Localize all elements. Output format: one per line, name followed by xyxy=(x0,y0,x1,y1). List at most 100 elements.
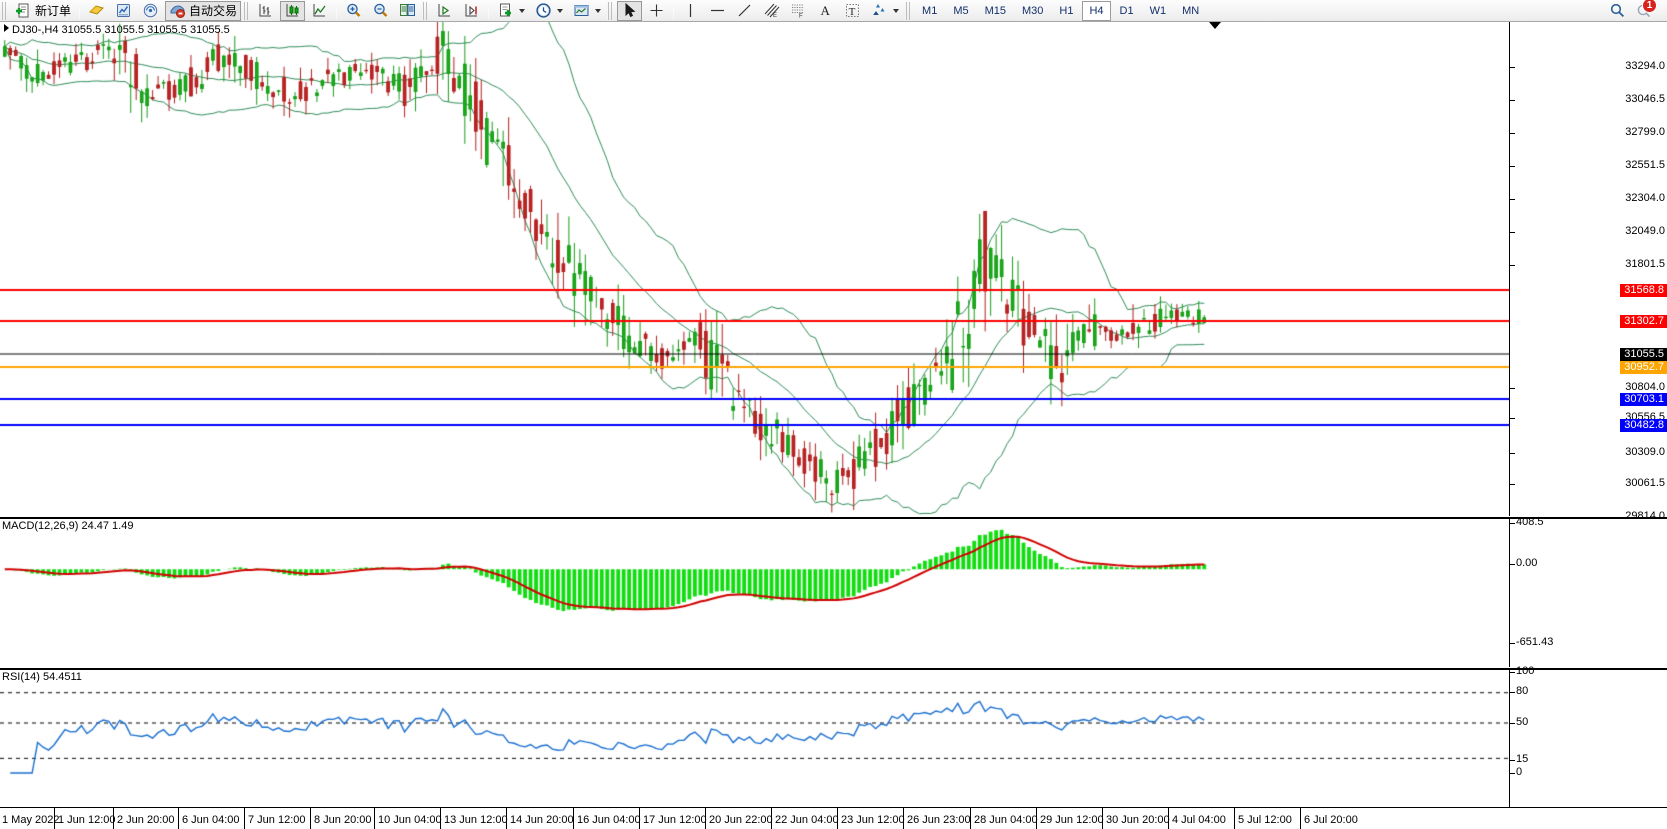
fibonacci-icon: F xyxy=(790,2,807,19)
timeframe-m15[interactable]: M15 xyxy=(984,4,1006,17)
price-label-resistance-1[interactable]: 31568.8 xyxy=(1620,284,1667,297)
shapes-button[interactable] xyxy=(867,1,903,21)
time-tick-label: 6 Jul 20:00 xyxy=(1304,814,1358,826)
panel-separator-macd[interactable] xyxy=(0,517,1667,519)
crosshair-icon xyxy=(648,2,665,19)
horizontal-line-button[interactable] xyxy=(705,1,730,21)
timeframe-w1[interactable]: W1 xyxy=(1149,4,1167,17)
add-indicator-button[interactable] xyxy=(493,1,529,21)
timeframe-h1[interactable]: H1 xyxy=(1059,4,1074,17)
macd-axis[interactable]: 408.5 0.00 -651.43 xyxy=(1509,517,1667,667)
zoom-out-button[interactable] xyxy=(368,1,393,21)
chart-collapse-icon[interactable] xyxy=(4,24,9,32)
toolbar-separator-2 xyxy=(336,2,338,19)
text-button[interactable]: A xyxy=(813,1,838,21)
price-tick-label: 32049.0 xyxy=(1625,225,1665,237)
equidistant-channel-button[interactable]: E xyxy=(759,1,784,21)
line-chart-button[interactable] xyxy=(307,1,332,21)
rsi-tick xyxy=(1510,760,1515,761)
time-axis[interactable]: 1 May 2022 1 Jun 12:00 2 Jun 20:00 6 Jun 04… xyxy=(0,807,1667,829)
timeframe-d1[interactable]: D1 xyxy=(1119,4,1134,17)
rsi-panel[interactable] xyxy=(0,670,1509,807)
market-watch-button[interactable] xyxy=(111,1,136,21)
signals-button[interactable] xyxy=(138,1,163,21)
add-indicator-caret-icon[interactable] xyxy=(519,8,526,13)
time-tick xyxy=(837,808,838,829)
timeframe-m5[interactable]: M5 xyxy=(953,4,969,17)
text-label-icon: T xyxy=(844,2,861,19)
macd-tick-label: 0.00 xyxy=(1516,557,1538,569)
price-label-pivot[interactable]: 30952.7 xyxy=(1620,361,1667,374)
fibonacci-button[interactable]: F xyxy=(786,1,811,21)
zoom-in-button[interactable] xyxy=(341,1,366,21)
toolbar-grip-drawing[interactable] xyxy=(607,1,615,20)
time-tick-label: 29 Jun 12:00 xyxy=(1040,814,1104,826)
panel-separator-rsi[interactable] xyxy=(0,668,1667,670)
templates-button[interactable] xyxy=(569,1,605,21)
equidistant-channel-icon: E xyxy=(763,2,780,19)
toolbar-separator-4 xyxy=(673,2,675,19)
toolbar-grip-charts[interactable] xyxy=(243,1,251,20)
search-button[interactable] xyxy=(1605,1,1630,21)
rsi-title: RSI(14) 54.4511 xyxy=(2,671,82,683)
alerts-icon: 1 xyxy=(1636,0,1657,19)
rsi-tick-label: 50 xyxy=(1516,716,1529,728)
macd-panel[interactable] xyxy=(0,519,1509,667)
price-panel[interactable] xyxy=(0,22,1509,516)
auto-scroll-button[interactable] xyxy=(459,1,484,21)
bar-chart-button[interactable] xyxy=(253,1,278,21)
time-tick-label: 5 Jul 12:00 xyxy=(1238,814,1292,826)
shapes-icon xyxy=(871,2,888,19)
price-label-last-price[interactable]: 31055.5 xyxy=(1620,348,1667,361)
timeframe-m1[interactable]: M1 xyxy=(922,4,938,17)
chart-symbol-ohlc: DJ30-,H4 31055.5 31055.5 31055.5 31055.5 xyxy=(12,24,230,36)
timeframe-mn[interactable]: MN xyxy=(1182,4,1200,17)
toolbar-grip-tools[interactable] xyxy=(422,1,430,20)
rsi-chart-canvas[interactable] xyxy=(0,670,1509,807)
time-tick xyxy=(1300,808,1301,829)
templates-caret-icon[interactable] xyxy=(595,8,602,13)
price-label-resistance-2[interactable]: 31302.7 xyxy=(1620,315,1667,328)
shapes-caret-icon[interactable] xyxy=(893,8,900,13)
auto-trading-button[interactable]: 自动交易 xyxy=(165,0,242,21)
cursor-button[interactable] xyxy=(617,0,643,21)
toolbar-right-group: 1 xyxy=(1604,0,1667,21)
price-label-support-2[interactable]: 30482.8 xyxy=(1620,419,1667,432)
chart-window[interactable]: DJ30-,H4 31055.5 31055.5 31055.5 31055.5… xyxy=(0,22,1667,829)
time-tick xyxy=(440,808,441,829)
line-chart-icon xyxy=(311,2,328,19)
text-label-button[interactable]: T xyxy=(840,1,865,21)
macd-chart-canvas[interactable] xyxy=(0,519,1509,667)
timeframe-group: M1 M5 M15 M30 H1 H4 D1 W1 MN xyxy=(914,0,1207,21)
price-tick-label: 32551.5 xyxy=(1625,159,1665,171)
horizontal-line-icon xyxy=(709,2,726,19)
macd-tick xyxy=(1510,564,1515,565)
price-tick-label: 30309.0 xyxy=(1625,446,1665,458)
timeframe-m30[interactable]: M30 xyxy=(1022,4,1044,17)
time-tick xyxy=(705,808,706,829)
price-axis[interactable]: 33294.0 33046.5 32799.0 32551.5 32304.0 32049… xyxy=(1509,22,1667,545)
period-caret-icon[interactable] xyxy=(557,8,564,13)
price-tick xyxy=(1510,166,1515,167)
rsi-tick xyxy=(1510,692,1515,693)
period-button[interactable] xyxy=(531,1,567,21)
price-chart-canvas[interactable] xyxy=(0,22,1509,516)
price-label-support-1[interactable]: 30703.1 xyxy=(1620,393,1667,406)
rsi-axis[interactable]: 100 80 50 15 0 xyxy=(1509,666,1667,807)
timeframe-h4[interactable]: H4 xyxy=(1082,0,1111,21)
rsi-tick-label: 15 xyxy=(1516,753,1529,765)
toolbar-grip-periods[interactable] xyxy=(905,1,913,20)
vertical-line-button[interactable] xyxy=(678,1,703,21)
toolbar-grip-standard[interactable] xyxy=(1,1,8,20)
alerts-button[interactable]: 1 xyxy=(1632,0,1657,21)
trendline-button[interactable] xyxy=(732,1,757,21)
candlestick-chart-button[interactable] xyxy=(280,0,306,21)
chart-shift-button[interactable] xyxy=(432,1,457,21)
tile-windows-button[interactable] xyxy=(395,1,420,21)
new-order-button[interactable]: 新订单 xyxy=(11,1,75,21)
new-order-label: 新订单 xyxy=(35,4,72,18)
rsi-tick-label: 80 xyxy=(1516,685,1529,697)
crosshair-button[interactable] xyxy=(644,1,669,21)
price-tick xyxy=(1510,133,1515,134)
history-button[interactable] xyxy=(84,1,109,21)
